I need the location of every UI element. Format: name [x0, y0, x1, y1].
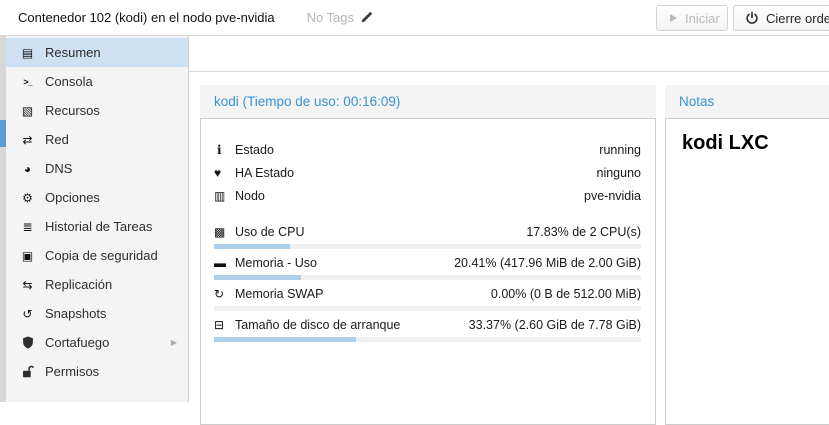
sidebar-item-replicacion[interactable]: ⇆ Replicación [6, 270, 188, 299]
sidebar-item-label: Resumen [45, 45, 101, 60]
sidebar-item-label: Red [45, 132, 69, 147]
shield-icon [19, 336, 36, 349]
tags-area: No Tags [307, 10, 373, 25]
power-icon [745, 11, 759, 25]
sidebar-item-label: Cortafuego [45, 335, 110, 350]
snapshot-icon: ↺ [22, 306, 33, 321]
sidebar: ▤ Resumen >_ Consola ▧ Recursos ⇄ Red ◕ … [6, 36, 189, 402]
info-icon: i [217, 142, 222, 157]
swap-usage-bar [214, 306, 641, 311]
cube-icon: ▧ [21, 103, 34, 118]
row-group-separator [214, 207, 641, 220]
notes-panel-body: kodi LXC [665, 118, 829, 425]
sidebar-item-dns[interactable]: ◕ DNS [6, 154, 188, 183]
sidebar-item-label: Permisos [45, 364, 100, 379]
row-label: Memoria - Uso [235, 255, 317, 270]
window-title: Contenedor 102 (kodi) en el nodo pve-nvi… [18, 10, 275, 25]
replication-icon: ⇆ [22, 277, 33, 292]
memory-usage-bar-fill [214, 275, 302, 280]
network-icon: ⇄ [22, 132, 33, 147]
unlock-icon [19, 365, 36, 378]
sidebar-item-label: DNS [45, 161, 73, 176]
notes-panel: Notas kodi LXC [665, 85, 829, 425]
row-value: 0.00% (0 B de 512.00 MiB) [490, 286, 641, 301]
floppy-icon: ▣ [21, 248, 34, 263]
start-button[interactable]: Iniciar [656, 5, 728, 31]
sidebar-item-red[interactable]: ⇄ Red [6, 125, 188, 154]
row-value: pve-nvidia [584, 188, 641, 203]
sidebar-item-copia-de-seguridad[interactable]: ▣ Copia de seguridad [6, 241, 188, 270]
memory-usage-bar [214, 275, 641, 280]
tags-label: No Tags [306, 10, 355, 25]
sidebar-item-permisos[interactable]: Permisos [6, 357, 188, 386]
summary-panel-title: kodi (Tiempo de uso: 00:16:09) [200, 85, 656, 118]
gear-icon: ⚙ [22, 190, 33, 205]
heartbeat-icon: ♥ [214, 165, 222, 180]
row-label: Uso de CPU [235, 224, 305, 239]
row-value: running [599, 142, 641, 157]
notes-panel-title: Notas [665, 85, 829, 118]
sidebar-item-consola[interactable]: >_ Consola [6, 67, 188, 96]
shutdown-button[interactable]: Cierre ordenado [733, 5, 829, 31]
sidebar-item-label: Recursos [45, 103, 100, 118]
globe-icon: ◕ [23, 161, 32, 176]
row-label: Nodo [235, 188, 265, 203]
sidebar-item-label: Historial de Tareas [45, 219, 153, 234]
play-icon [668, 13, 678, 23]
disk-icon: ⊟ [214, 317, 225, 332]
row-value: 20.41% (417.96 MiB de 2.00 GiB) [454, 255, 641, 270]
bootdisk-usage-bar [214, 337, 641, 342]
row-value: 33.37% (2.60 GiB de 7.78 GiB) [468, 317, 641, 332]
row-memoria-swap: ↻ Memoria SWAP 0.00% (0 B de 512.00 MiB) [214, 282, 641, 305]
row-memoria-uso: ▬ Memoria - Uso 20.41% (417.96 MiB de 2.… [214, 251, 641, 274]
content-toolbar [189, 36, 829, 72]
sidebar-item-resumen[interactable]: ▤ Resumen [6, 38, 188, 67]
sidebar-item-label: Snapshots [45, 306, 107, 321]
sidebar-item-label: Replicación [45, 277, 113, 292]
left-scrollbar-thumb[interactable] [0, 120, 6, 147]
summary-panel-body: i Estado running ♥ HA Estado ninguno ▥ N… [200, 118, 656, 425]
book-icon: ▤ [21, 45, 34, 60]
row-value: 17.83% de 2 CPU(s) [526, 224, 641, 239]
sidebar-item-opciones[interactable]: ⚙ Opciones [6, 183, 188, 212]
sidebar-item-label: Copia de seguridad [45, 248, 158, 263]
bootdisk-usage-bar-fill [214, 337, 357, 342]
row-label: Tamaño de disco de arranque [235, 317, 401, 332]
left-scrollbar-track[interactable] [0, 36, 6, 402]
row-disco-arranque: ⊟ Tamaño de disco de arranque 33.37% (2.… [214, 313, 641, 336]
memory-icon: ▬ [214, 255, 226, 270]
row-label: Memoria SWAP [235, 286, 324, 301]
sidebar-item-label: Opciones [45, 190, 100, 205]
row-ha-estado: ♥ HA Estado ninguno [214, 161, 641, 184]
row-estado: i Estado running [214, 138, 641, 161]
start-button-label: Iniciar [685, 10, 720, 26]
notes-content: kodi LXC [682, 132, 769, 154]
row-value: ninguno [596, 165, 642, 180]
row-label: HA Estado [235, 165, 295, 180]
sidebar-item-label: Consola [45, 74, 93, 89]
cpu-usage-bar [214, 244, 641, 249]
chevron-right-icon: ▶ [170, 338, 177, 347]
sidebar-item-historial-de-tareas[interactable]: ≣ Historial de Tareas [6, 212, 188, 241]
row-label: Estado [235, 142, 274, 157]
cpu-usage-bar-fill [214, 244, 291, 249]
cpu-icon: ▩ [214, 224, 226, 239]
edit-tags-pencil-icon[interactable] [360, 11, 373, 24]
row-uso-de-cpu: ▩ Uso de CPU 17.83% de 2 CPU(s) [214, 220, 641, 243]
swap-icon: ↻ [214, 286, 225, 301]
sidebar-item-cortafuego[interactable]: Cortafuego ▶ [6, 328, 188, 357]
sidebar-item-snapshots[interactable]: ↺ Snapshots [6, 299, 188, 328]
shutdown-button-label: Cierre ordenado [766, 10, 829, 26]
building-icon: ▥ [214, 188, 226, 203]
summary-panel: kodi (Tiempo de uso: 00:16:09) i Estado … [200, 85, 656, 425]
task-list-icon: ≣ [22, 219, 33, 234]
row-nodo: ▥ Nodo pve-nvidia [214, 184, 641, 207]
content-area: kodi (Tiempo de uso: 00:16:09) i Estado … [189, 36, 829, 425]
terminal-icon: >_ [23, 76, 32, 87]
sidebar-item-recursos[interactable]: ▧ Recursos [6, 96, 188, 125]
